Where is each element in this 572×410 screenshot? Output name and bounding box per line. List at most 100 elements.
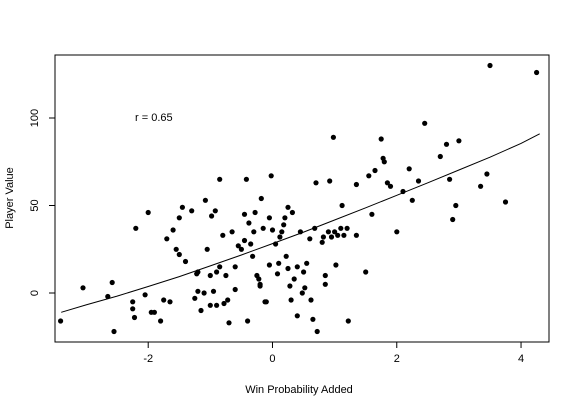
data-point: [248, 241, 254, 247]
data-point: [283, 253, 289, 259]
correlation-annotation: r = 0.65: [135, 112, 173, 124]
y-tick-label: 100: [29, 109, 41, 127]
data-point: [217, 176, 223, 182]
data-point: [285, 265, 291, 272]
trend-line: [61, 133, 540, 313]
data-point: [320, 234, 326, 240]
data-point: [294, 264, 300, 270]
data-point: [279, 229, 285, 235]
data-point: [339, 202, 345, 209]
data-point: [158, 318, 164, 324]
data-point: [241, 237, 248, 244]
data-point: [266, 262, 272, 268]
data-point: [372, 167, 378, 174]
data-point: [274, 271, 281, 277]
x-axis-label: Win Probability Added: [245, 384, 353, 396]
data-point: [312, 225, 318, 231]
data-point: [214, 269, 220, 275]
data-point: [192, 295, 198, 301]
data-point: [400, 188, 406, 195]
data-point: [105, 293, 111, 300]
data-point: [142, 292, 148, 298]
data-point: [266, 215, 272, 221]
data-point: [252, 209, 258, 216]
data-point: [366, 173, 372, 179]
data-point: [210, 288, 217, 294]
data-point: [246, 220, 252, 226]
data-point: [251, 229, 257, 235]
data-point: [80, 285, 86, 291]
data-point: [406, 166, 412, 172]
data-point: [189, 208, 195, 214]
data-point: [288, 297, 294, 303]
data-point: [332, 229, 338, 235]
data-point: [307, 236, 313, 242]
data-point: [335, 232, 341, 238]
data-point: [330, 134, 336, 140]
data-point: [484, 171, 490, 177]
data-point: [415, 178, 422, 184]
data-point: [245, 318, 251, 324]
data-point: [225, 297, 231, 303]
y-axis: 0 50 100: [29, 109, 55, 296]
data-point: [384, 180, 390, 186]
data-point: [273, 241, 279, 247]
data-point: [58, 318, 64, 324]
data-point: [338, 225, 344, 231]
data-point: [260, 225, 266, 231]
data-point: [328, 234, 335, 240]
data-point: [319, 239, 325, 245]
data-point: [111, 328, 117, 335]
data-point: [344, 225, 350, 231]
data-point: [221, 300, 227, 307]
data-point: [131, 314, 138, 321]
data-point: [353, 181, 359, 188]
data-point: [456, 138, 462, 144]
data-point: [250, 253, 256, 259]
data-point: [369, 211, 375, 217]
data-point: [327, 178, 333, 184]
data-point: [450, 216, 456, 223]
data-point: [297, 229, 303, 235]
data-point: [238, 246, 244, 252]
data-points: [58, 62, 540, 335]
data-point: [409, 197, 415, 203]
data-point: [282, 215, 288, 221]
data-point: [232, 264, 238, 270]
data-point: [130, 306, 136, 312]
data-point: [257, 283, 263, 289]
data-point: [195, 288, 201, 294]
data-point: [243, 176, 249, 182]
data-point: [443, 141, 450, 147]
data-point: [285, 204, 291, 210]
data-point: [322, 281, 328, 287]
data-point: [353, 232, 359, 238]
data-point: [145, 209, 151, 216]
data-point: [394, 229, 400, 235]
y-tick-label: 0: [29, 290, 41, 296]
y-axis-label: Player Value: [4, 167, 16, 229]
data-point: [299, 290, 305, 296]
x-axis: -2 0 2 4: [143, 342, 524, 365]
data-point: [170, 227, 176, 233]
data-point: [302, 285, 308, 291]
data-point: [133, 225, 139, 231]
data-point: [176, 215, 182, 221]
x-tick-label: 4: [518, 353, 524, 365]
data-point: [182, 258, 189, 265]
data-point: [325, 229, 331, 235]
data-point: [301, 269, 307, 275]
data-point: [207, 302, 213, 308]
data-point: [173, 246, 179, 252]
data-point: [387, 183, 394, 189]
data-point: [214, 302, 220, 308]
data-point: [304, 260, 310, 266]
data-point: [232, 286, 238, 293]
data-point: [263, 299, 269, 305]
data-point: [322, 272, 328, 279]
data-point: [363, 269, 369, 275]
data-point: [310, 316, 316, 322]
data-point: [258, 195, 264, 202]
data-point: [167, 299, 173, 305]
